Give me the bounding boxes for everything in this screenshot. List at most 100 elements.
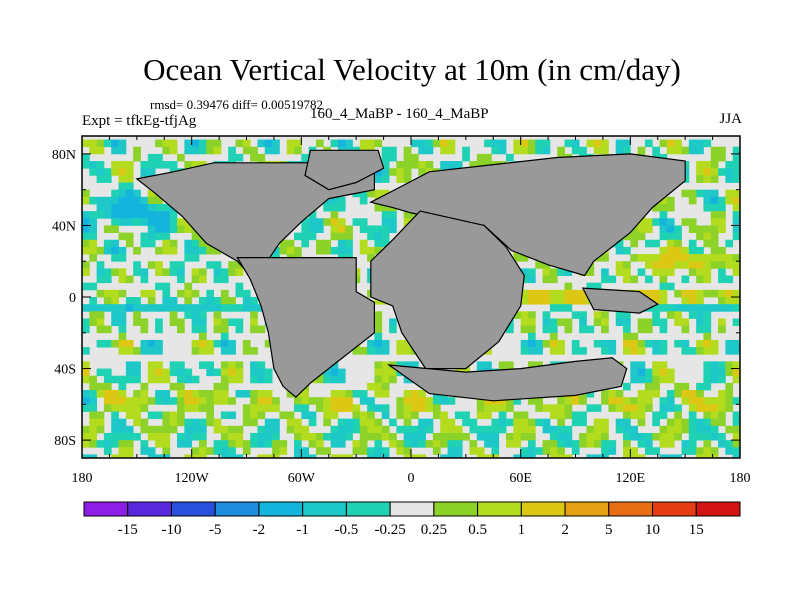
field-cell (681, 318, 690, 327)
field-cell (644, 139, 653, 148)
field-cell (206, 418, 214, 427)
colorbar-box (477, 501, 522, 517)
field-cell (674, 454, 682, 458)
field-cell (133, 304, 141, 312)
field-cell (710, 454, 719, 458)
field-cell (710, 161, 719, 169)
field-cell (330, 368, 339, 377)
field-cell (703, 254, 712, 262)
field-cell (125, 368, 134, 377)
field-cell (140, 268, 149, 276)
field-cell (82, 218, 90, 226)
field-cell (732, 375, 740, 384)
field-cell (140, 390, 149, 398)
field-cell (666, 418, 675, 427)
field-cell (418, 418, 427, 427)
field-cell (666, 397, 675, 405)
field-cell (279, 447, 288, 455)
field-cell (659, 297, 668, 305)
field-cell (367, 347, 375, 355)
field-cell (666, 196, 675, 205)
field-cell (82, 196, 90, 205)
field-cell (520, 447, 529, 455)
field-cell (162, 161, 171, 169)
field-cell (242, 390, 251, 398)
field-cell (125, 404, 134, 412)
field-cell (235, 375, 244, 384)
field-cell (147, 368, 156, 377)
field-cell (206, 246, 214, 255)
field-cell (601, 339, 609, 348)
field-cell (286, 425, 295, 434)
field-cell (520, 454, 529, 458)
field-cell (198, 139, 207, 148)
field-cell (374, 189, 383, 198)
field-cell (418, 454, 427, 458)
field-cell (732, 432, 740, 441)
field-cell (184, 225, 193, 233)
field-cell (557, 347, 565, 355)
field-cell (615, 246, 624, 255)
field-cell (630, 404, 639, 412)
field-cell (191, 239, 200, 248)
field-cell (681, 189, 690, 198)
field-cell (220, 332, 229, 341)
field-cell (403, 454, 412, 458)
field-cell (89, 418, 98, 427)
field-cell (396, 447, 405, 455)
field-cell (103, 447, 112, 455)
field-cell (644, 261, 653, 269)
colorbar-label: 0.25 (421, 522, 447, 538)
colorbar-box (258, 501, 304, 517)
field-cell (732, 268, 740, 276)
field-cell (147, 289, 156, 298)
field-cell (644, 404, 653, 412)
field-cell (213, 318, 222, 327)
field-cell (191, 232, 200, 241)
field-cell (169, 304, 178, 312)
field-cell (82, 268, 90, 276)
field-cell (630, 339, 639, 348)
field-cell (579, 347, 587, 355)
field-cell (147, 347, 156, 355)
field-cell (732, 203, 740, 212)
field-cell (696, 268, 704, 276)
colorbar-box (433, 501, 479, 517)
field-cell (235, 153, 244, 162)
field-cell (659, 325, 668, 334)
field-cell (272, 418, 280, 427)
field-cell (571, 297, 580, 305)
field-cell (389, 211, 397, 219)
field-cell (96, 289, 105, 298)
field-cell (549, 440, 558, 448)
field-cell (250, 304, 258, 312)
field-cell (418, 161, 427, 169)
field-cell (228, 397, 236, 405)
field-cell (644, 218, 653, 226)
field-cell (666, 254, 675, 262)
field-cell (206, 261, 214, 269)
field-cell (520, 268, 529, 276)
field-cell (710, 404, 719, 412)
field-cell (345, 390, 353, 398)
field-cell (674, 246, 682, 255)
field-cell (608, 440, 617, 448)
field-cell (323, 368, 331, 377)
field-cell (177, 375, 185, 384)
field-cell (696, 425, 704, 434)
field-cell (191, 325, 200, 334)
field-cell (542, 339, 551, 348)
field-cell (557, 268, 565, 276)
field-cell (235, 425, 244, 434)
field-cell (272, 454, 280, 458)
field-cell (703, 440, 712, 448)
field-cell (228, 318, 236, 327)
field-cell (345, 139, 353, 148)
field-cell (703, 432, 712, 441)
field-cell (593, 139, 602, 148)
field-cell (111, 432, 119, 441)
field-cell (725, 168, 734, 176)
field-cell (337, 397, 346, 405)
field-cell (337, 246, 346, 255)
field-cell (535, 404, 543, 412)
